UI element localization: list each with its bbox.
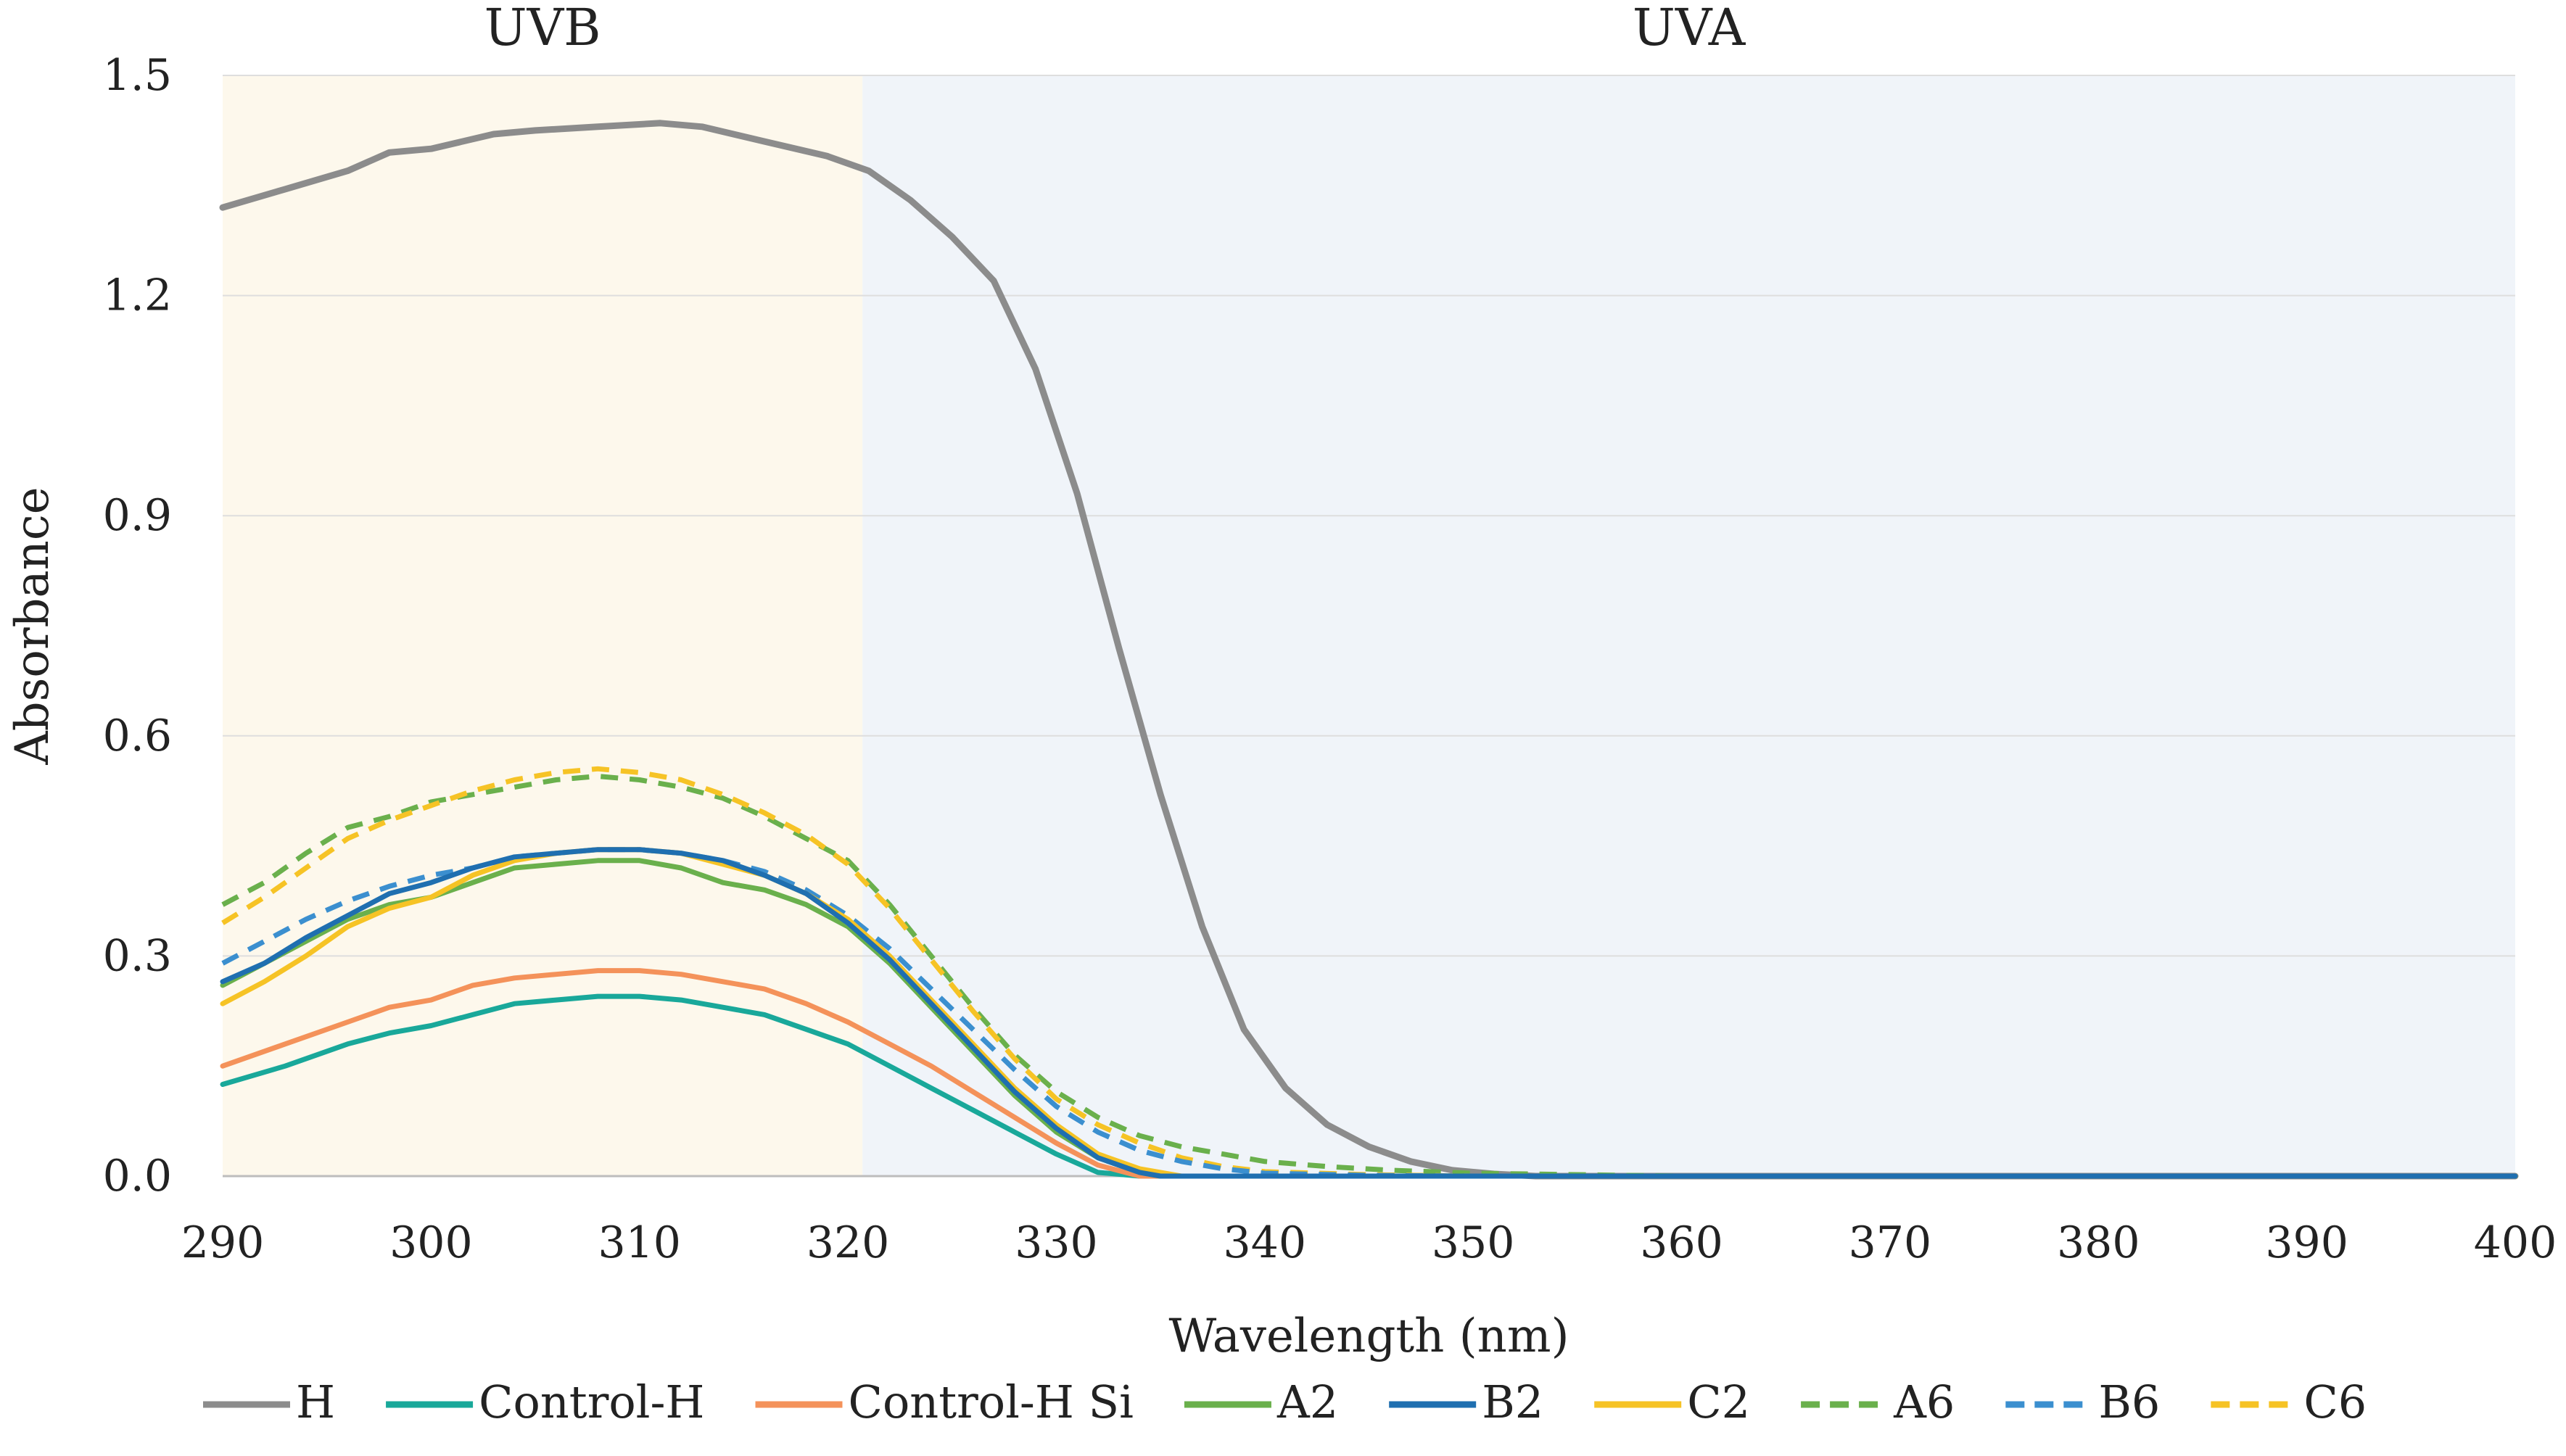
series-lines [219,120,2519,1180]
spectral-regions: UVB UVA [223,0,2515,1176]
chart-legend: H Control-H Control-H Si A2 B2 C2 A6 B6 C6 [203,1376,2367,1428]
x-axis-tick-labels: 290 300 310 320 330 340 350 360 370 380 390 400 [181,1217,2557,1268]
legend-label-control-h-si: Control-H Si [849,1376,1134,1428]
x-tick-label-330: 330 [1015,1217,1098,1268]
legend-label-c2: C2 [1687,1376,1750,1428]
series-line-b2 [220,847,2518,1179]
y-tick-label-0-0: 0.0 [103,1151,172,1201]
y-tick-label-0-6: 0.6 [103,711,172,761]
x-tick-label-300: 300 [389,1217,473,1268]
x-axis-title: Wavelength (nm) [1168,1310,1569,1363]
legend-label-control-h: Control-H [479,1376,704,1428]
x-tick-label-380: 380 [2057,1217,2140,1268]
x-tick-label-320: 320 [806,1217,890,1268]
y-axis-title: Absorbance [6,487,59,765]
legend-label-a2: A2 [1276,1376,1338,1428]
x-tick-label-350: 350 [1432,1217,1515,1268]
legend-label-h: H [296,1376,335,1428]
y-axis-tick-labels: 0.0 0.3 0.6 0.9 1.2 1.5 [103,50,172,1201]
x-tick-label-390: 390 [2265,1217,2348,1268]
x-tick-label-400: 400 [2474,1217,2557,1268]
x-tick-label-340: 340 [1224,1217,1307,1268]
legend-label-b6: B6 [2098,1376,2160,1428]
legend-label-c6: C6 [2303,1376,2367,1428]
x-tick-label-360: 360 [1640,1217,1723,1268]
x-tick-label-370: 370 [1849,1217,1932,1268]
legend-label-a6: A6 [1893,1376,1955,1428]
region-uva-label: UVA [1633,0,1746,57]
region-uvb-label: UVB [484,0,601,57]
legend-label-b2: B2 [1482,1376,1543,1428]
x-tick-label-290: 290 [181,1217,265,1268]
x-tick-label-310: 310 [598,1217,681,1268]
region-uvb-band [223,75,863,1176]
region-uva-band [862,75,2515,1176]
y-tick-label-1-2: 1.2 [103,270,172,321]
y-tick-label-0-9: 0.9 [103,490,172,541]
y-tick-label-0-3: 0.3 [103,930,172,981]
y-tick-label-1-5: 1.5 [103,50,172,101]
